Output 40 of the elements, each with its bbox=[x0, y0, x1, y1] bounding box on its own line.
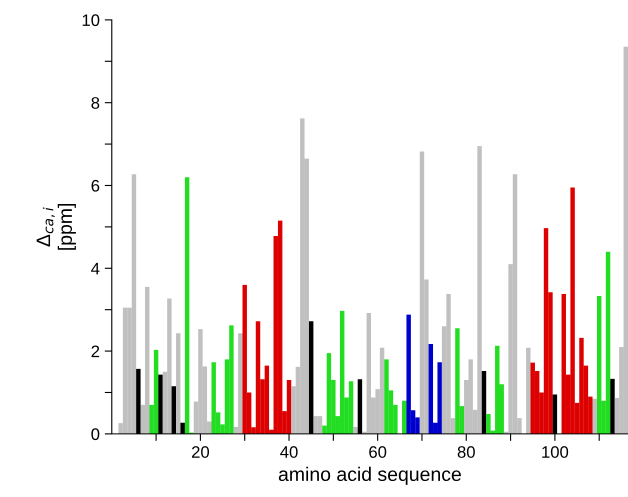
bar bbox=[286, 380, 292, 434]
bar bbox=[544, 228, 548, 434]
y-tick-label: 0 bbox=[91, 428, 100, 440]
bar bbox=[122, 308, 128, 434]
bar bbox=[592, 398, 597, 434]
bar bbox=[318, 416, 322, 434]
bar bbox=[477, 146, 482, 434]
x-tick-label: 20 bbox=[192, 446, 210, 458]
x-tick-label: 40 bbox=[280, 446, 298, 458]
x-tick-label: 60 bbox=[369, 446, 386, 458]
bar bbox=[132, 174, 136, 434]
bar bbox=[326, 353, 332, 434]
bar bbox=[198, 329, 203, 434]
bar bbox=[526, 348, 531, 434]
y-tick-label: 4 bbox=[91, 262, 100, 274]
bar bbox=[229, 325, 234, 434]
y-tick-label: 10 bbox=[82, 14, 100, 26]
bar bbox=[384, 359, 389, 434]
bar bbox=[154, 350, 158, 434]
bar bbox=[486, 414, 491, 434]
y-tick-label: 6 bbox=[92, 180, 100, 192]
bar bbox=[420, 152, 424, 434]
y-axis-title: Δ$_{ca,i}$ [ppm] bbox=[36, 204, 76, 250]
y-tick-label: 8 bbox=[91, 97, 100, 109]
x-axis-title: amino acid sequence bbox=[278, 466, 461, 485]
bar bbox=[428, 344, 434, 434]
bar bbox=[606, 252, 610, 434]
bar bbox=[512, 174, 518, 434]
bar bbox=[256, 321, 260, 434]
x-tick-label: 80 bbox=[458, 446, 475, 458]
bar bbox=[579, 338, 584, 434]
bar bbox=[176, 333, 180, 434]
x-tick-label: 100 bbox=[542, 446, 568, 458]
y-tick-label: 2 bbox=[92, 345, 100, 358]
bar bbox=[402, 400, 406, 434]
bar bbox=[348, 381, 354, 434]
bar bbox=[455, 328, 460, 434]
bar bbox=[437, 362, 442, 434]
bar bbox=[446, 294, 451, 434]
bar bbox=[380, 348, 384, 434]
